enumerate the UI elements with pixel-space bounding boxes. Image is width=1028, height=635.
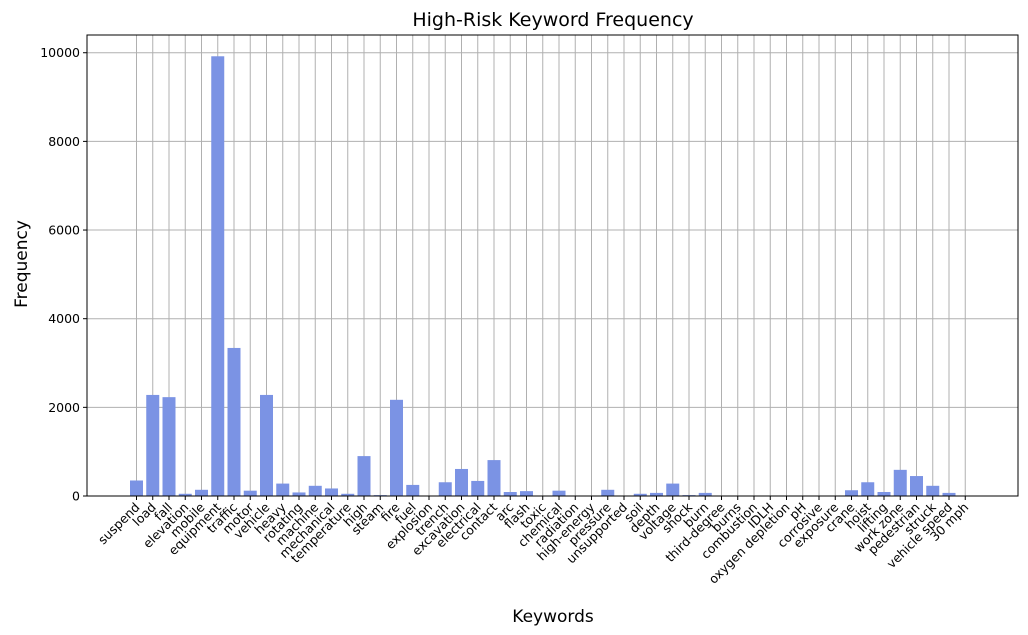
bar xyxy=(650,492,663,496)
bar xyxy=(146,394,160,496)
bar xyxy=(845,490,858,496)
bar xyxy=(308,485,322,496)
bar xyxy=(195,489,208,496)
bar xyxy=(455,468,468,496)
x-axis-label: Keywords xyxy=(512,607,594,627)
bar xyxy=(487,460,501,496)
bar xyxy=(325,488,338,496)
bar xyxy=(471,480,485,496)
bar xyxy=(438,482,452,496)
bar xyxy=(162,397,176,496)
bar xyxy=(260,394,273,496)
bar xyxy=(910,476,923,496)
bar xyxy=(390,399,403,496)
bar xyxy=(211,56,225,497)
bar xyxy=(130,480,143,496)
bar xyxy=(520,491,533,496)
bar xyxy=(243,490,257,496)
y-tick-label: 10000 xyxy=(40,45,80,60)
bars xyxy=(130,56,956,497)
bar xyxy=(942,492,956,496)
bar xyxy=(406,484,420,496)
axes xyxy=(86,34,1019,497)
bar xyxy=(178,493,192,496)
bar xyxy=(877,492,891,496)
bar xyxy=(601,489,615,496)
bar xyxy=(698,492,712,496)
bar xyxy=(341,493,355,496)
chart-title: High-Risk Keyword Frequency xyxy=(412,9,693,31)
bar xyxy=(227,347,241,496)
x-ticks: suspendloadfallelevationmobileequipmentt… xyxy=(95,496,971,587)
y-tick-label: 0 xyxy=(72,489,80,504)
y-ticks: 0 2000 4000 6000 8000 10000 xyxy=(40,45,87,504)
bar xyxy=(666,483,680,496)
bar xyxy=(861,482,875,496)
bar xyxy=(926,485,940,496)
bar xyxy=(503,492,517,496)
bar xyxy=(357,456,371,496)
plot-frame xyxy=(86,34,1019,497)
bar xyxy=(292,492,306,496)
grid xyxy=(87,35,1018,497)
y-axis-label: Frequency xyxy=(12,220,32,308)
bar xyxy=(633,493,647,496)
bar xyxy=(552,490,566,496)
y-tick-label: 2000 xyxy=(48,400,80,415)
y-tick-label: 4000 xyxy=(48,311,80,326)
bar xyxy=(276,483,290,496)
bar xyxy=(893,469,907,496)
y-tick-label: 6000 xyxy=(48,223,80,238)
y-tick-label: 8000 xyxy=(48,134,80,149)
